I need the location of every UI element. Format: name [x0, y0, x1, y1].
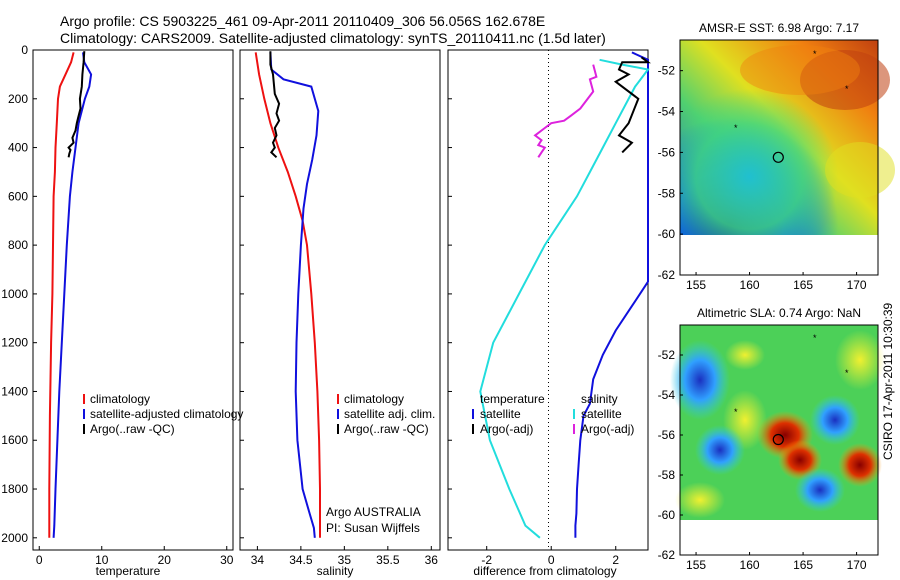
map-y-tick-label: -52	[658, 348, 676, 362]
csiro-timestamp: CSIRO 17-Apr-2011 10:30:39	[881, 302, 895, 460]
map-y-tick-label: -62	[658, 548, 676, 562]
legend-label: Argo(-adj)	[581, 422, 634, 436]
series-line-temperature-argo-adj-	[613, 56, 651, 154]
legend-header: salinity	[581, 392, 618, 406]
map-y-tick-label: -56	[658, 145, 676, 159]
sla-map-frame	[679, 324, 879, 556]
salinity-axis-label: salinity	[317, 564, 354, 578]
float-marker: *	[813, 49, 817, 59]
x-tick-label: 2	[612, 553, 619, 567]
argo-pi-annotation: PI: Susan Wijffels	[326, 521, 420, 535]
series-line-satellite-adjusted-climatology	[52, 52, 93, 538]
argo-position-marker	[772, 433, 784, 446]
legend-label: climatology	[344, 392, 404, 406]
sla-map-title: Altimetric SLA: 0.74 Argo: NaN	[697, 306, 861, 320]
series-line-temperature-satellite	[574, 51, 649, 538]
y-tick-label: 1200	[1, 336, 28, 350]
legend-label: Argo(..raw -QC)	[344, 422, 429, 436]
float-marker: *	[845, 368, 849, 378]
y-tick-label: 1600	[1, 433, 28, 447]
sst-map-title: AMSR-E SST: 6.98 Argo: 7.17	[699, 21, 859, 35]
legend-label: satellite-adjusted climatology	[90, 407, 243, 421]
legend-label: climatology	[90, 392, 150, 406]
x-tick-label: 34.5	[289, 553, 313, 567]
map-x-tick-label: 170	[847, 278, 867, 292]
float-marker: *	[845, 84, 849, 94]
map-y-tick-label: -60	[658, 227, 676, 241]
sst-map-frame	[679, 39, 879, 276]
difference-axis-label: difference from climatology	[473, 564, 616, 578]
map-x-tick-label: 165	[793, 558, 813, 572]
sla-float-markers: * * *	[734, 333, 849, 446]
sst-map	[680, 40, 895, 235]
x-tick-label: 0	[548, 553, 555, 567]
series-line-argo-raw-qc-	[269, 51, 281, 159]
map-y-tick-label: -62	[658, 268, 676, 282]
map-x-tick-label: 170	[847, 558, 867, 572]
figure-title-line1: Argo profile: CS 5903225_461 09-Apr-2011…	[60, 13, 546, 29]
y-tick-label: 400	[8, 141, 28, 155]
legend-header: temperature	[480, 392, 545, 406]
series-line-climatology	[254, 52, 321, 538]
y-tick-label: 0	[21, 43, 28, 57]
salinity-plot-frame	[239, 49, 441, 551]
series-line-satellite-adj-clim-	[269, 52, 320, 538]
legend-label: Argo(-adj)	[480, 422, 533, 436]
y-tick-label: 1800	[1, 482, 28, 496]
series-line-argo-raw-qc-	[67, 51, 86, 158]
map-y-tick-label: -58	[658, 186, 676, 200]
y-tick-label: 1000	[1, 287, 28, 301]
map-y-tick-label: -52	[658, 64, 676, 78]
x-tick-label: 20	[158, 553, 172, 567]
x-tick-label: 35.5	[376, 553, 400, 567]
x-tick-label: 0	[36, 553, 43, 567]
y-tick-label: 800	[8, 238, 28, 252]
x-tick-label: 35	[338, 553, 352, 567]
y-tick-label: 2000	[1, 531, 28, 545]
series-line-salinity-satellite	[479, 58, 650, 539]
legend-label: satellite	[581, 407, 622, 421]
x-tick-label: 36	[425, 553, 439, 567]
sst-float-markers: * * *	[734, 49, 849, 163]
y-tick-label: 600	[8, 189, 28, 203]
float-marker: *	[734, 407, 738, 417]
map-y-tick-label: -56	[658, 428, 676, 442]
figure-title-line2: Climatology: CARS2009. Satellite-adjuste…	[60, 30, 606, 46]
argo-position-marker	[772, 151, 784, 163]
legend-label: Argo(..raw -QC)	[90, 422, 175, 436]
map-x-tick-label: 160	[740, 558, 760, 572]
series-line-climatology	[48, 52, 75, 538]
map-y-tick-label: -58	[658, 468, 676, 482]
temperature-plot-frame	[32, 49, 234, 551]
map-x-tick-label: 160	[740, 278, 760, 292]
x-tick-label: 30	[220, 553, 234, 567]
temperature-axis-label: temperature	[96, 564, 161, 578]
argo-country-annotation: Argo AUSTRALIA	[326, 505, 421, 519]
map-y-tick-label: -60	[658, 508, 676, 522]
y-tick-label: 1400	[1, 384, 28, 398]
legend-label: satellite	[480, 407, 521, 421]
sla-map	[670, 325, 885, 520]
legend-label: satellite adj. clim.	[344, 407, 435, 421]
x-tick-label: 34	[251, 553, 265, 567]
map-y-tick-label: -54	[658, 388, 676, 402]
map-x-tick-label: 155	[686, 558, 706, 572]
x-tick-label: 10	[95, 553, 109, 567]
map-y-tick-label: -54	[658, 105, 676, 119]
profile-lines	[48, 51, 651, 539]
y-tick-label: 200	[8, 92, 28, 106]
float-marker: *	[734, 123, 738, 133]
series-line-salinity-argo-adj-	[533, 64, 598, 158]
map-x-tick-label: 155	[686, 278, 706, 292]
map-x-tick-label: 165	[793, 278, 813, 292]
x-tick-label: -2	[481, 553, 492, 567]
float-marker: *	[813, 333, 817, 343]
